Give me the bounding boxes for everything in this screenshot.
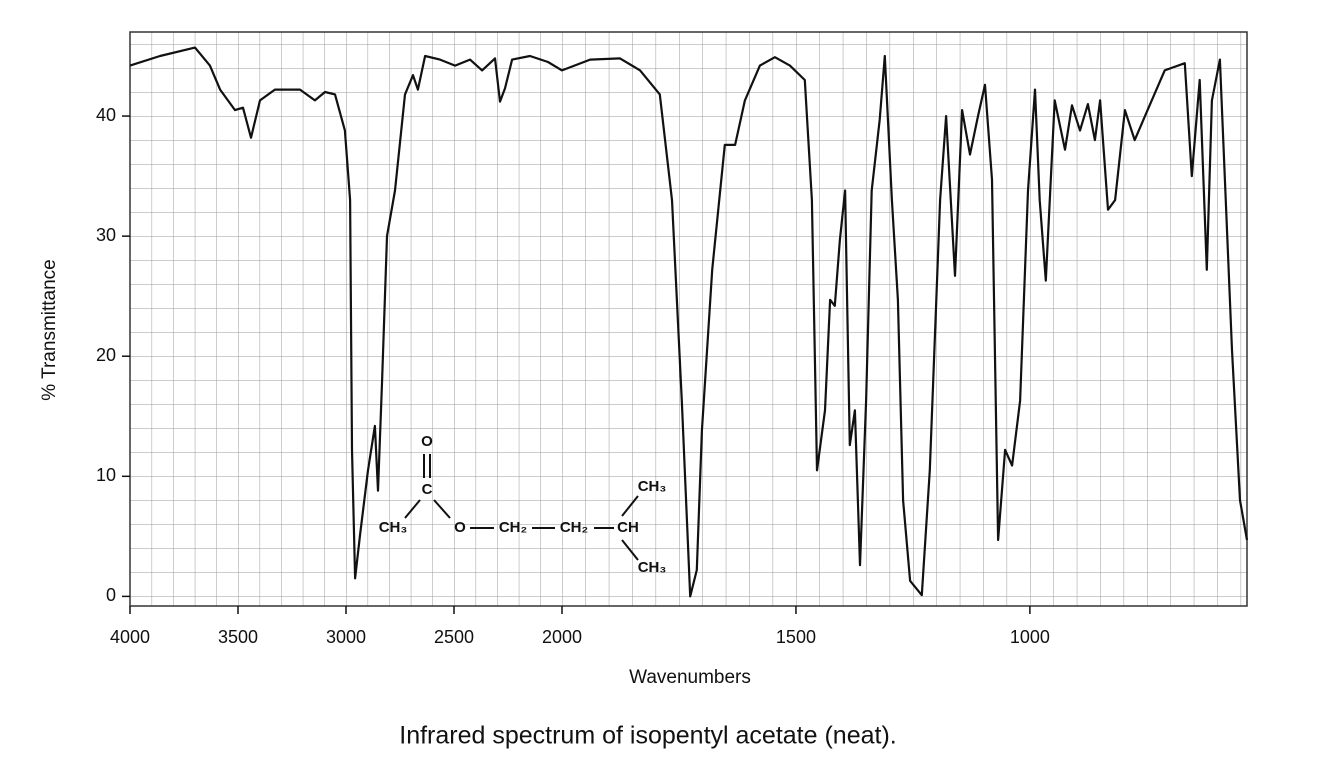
x-tick-label: 1500 <box>776 627 816 647</box>
x-tick-label: 3000 <box>326 627 366 647</box>
atom-label: CH₂ <box>499 519 527 536</box>
y-axis-label: % Transmittance <box>39 259 60 401</box>
x-tick-label: 3500 <box>218 627 258 647</box>
atom-label: O <box>421 433 433 450</box>
grid-background <box>129 31 1248 607</box>
atom-label: CH₃ <box>638 559 667 576</box>
atom-label: O <box>454 519 466 536</box>
x-tick-label: 2500 <box>434 627 474 647</box>
y-tick-label: 40 <box>96 105 116 125</box>
x-axis-label: Wavenumbers <box>629 667 751 688</box>
y-tick-label: 0 <box>106 585 116 605</box>
structure <box>404 454 639 561</box>
spectrum-line <box>129 46 1249 598</box>
y-tick-label: 20 <box>96 345 116 365</box>
y-tick-label: 10 <box>96 465 116 485</box>
x-tick-label: 4000 <box>110 627 150 647</box>
x-tick-label: 1000 <box>1010 627 1050 647</box>
atom-label: CH <box>617 519 639 536</box>
atom-label: CH₃ <box>379 519 408 536</box>
atom-label: CH₃ <box>638 478 667 495</box>
caption: Infrared spectrum of isopentyl acetate (… <box>399 722 896 750</box>
atom-label: C <box>422 481 433 498</box>
atom-label: CH₂ <box>560 519 588 536</box>
y-tick-label: 30 <box>96 225 116 245</box>
x-tick-label: 2000 <box>542 627 582 647</box>
